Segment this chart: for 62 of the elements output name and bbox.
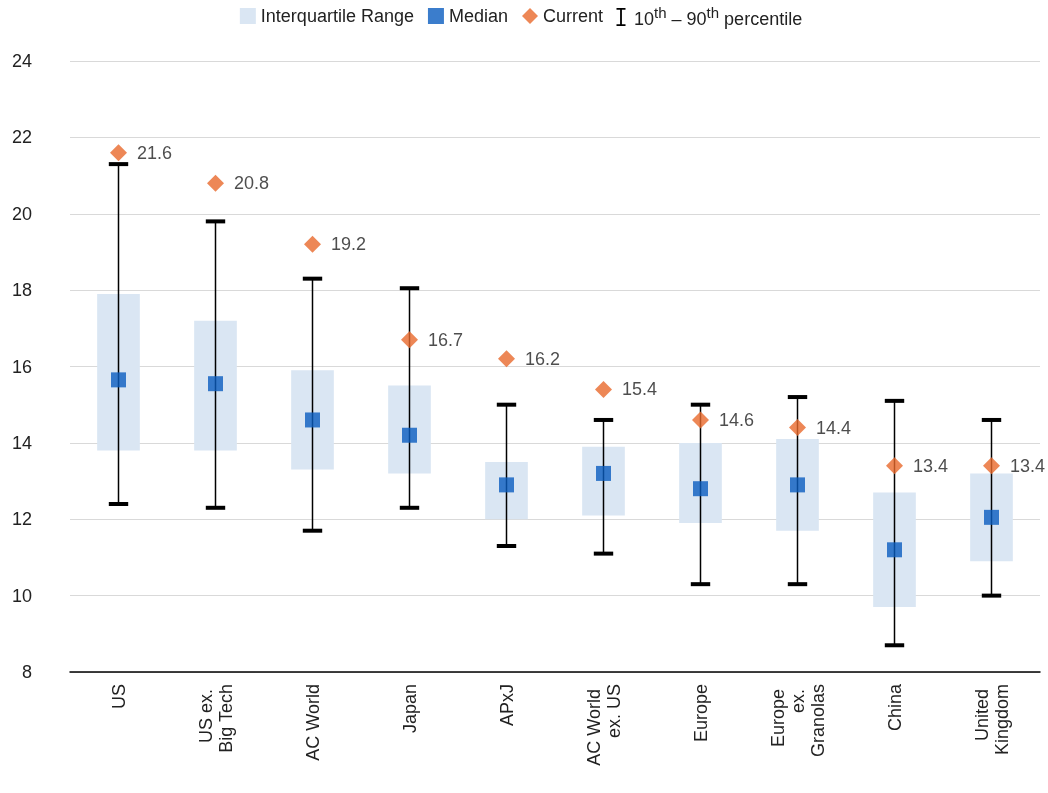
point <box>111 372 126 388</box>
point <box>693 481 708 497</box>
data-label: 13.4 <box>1010 455 1046 476</box>
y-tick-label: 10 <box>11 585 32 606</box>
y-tick-label: 18 <box>11 280 32 301</box>
legend-label: Interquartile Range <box>260 6 414 26</box>
point <box>790 477 805 493</box>
bar <box>291 370 334 470</box>
y-tick-label: 8 <box>21 662 32 682</box>
bar <box>970 473 1013 562</box>
x-tick-label: Europe <box>690 684 711 743</box>
data-label: 16.7 <box>428 329 464 350</box>
y-tick-label: 12 <box>11 509 32 530</box>
point <box>402 427 417 443</box>
x-tick-label: US <box>108 684 129 710</box>
y-tick-label: 14 <box>11 432 32 453</box>
point <box>304 235 321 253</box>
data-label: 13.4 <box>913 455 949 476</box>
bar <box>873 492 916 608</box>
point <box>789 419 806 437</box>
bar <box>97 293 140 451</box>
y-tick-label: 24 <box>11 51 32 71</box>
point <box>110 144 127 162</box>
data-label: 20.8 <box>234 173 270 194</box>
y-tick-label: 20 <box>11 203 32 224</box>
data-label: 16.2 <box>525 348 561 369</box>
point <box>983 457 1000 475</box>
bar <box>582 446 625 516</box>
x-tick-label: APxJ <box>496 684 517 727</box>
point <box>208 376 223 392</box>
bar <box>388 385 431 474</box>
data-label: 21.6 <box>137 142 173 163</box>
y-tick-label: 16 <box>11 356 32 377</box>
bar <box>485 461 528 520</box>
point <box>596 465 611 481</box>
point <box>887 542 902 558</box>
x-tick-label: United Kingdom <box>971 684 1012 756</box>
x-tick-label: AC World ex. US <box>583 684 624 766</box>
data-label: 14.4 <box>816 417 852 438</box>
x-tick-label: China <box>884 683 905 732</box>
point <box>305 412 320 428</box>
x-tick-label: US ex. Big Tech <box>195 684 236 753</box>
bar <box>194 320 237 451</box>
text: 10$^{th}$ – 90$^{th}$ percentile <box>634 4 803 30</box>
bar <box>679 442 722 524</box>
y-tick-label: 22 <box>11 127 32 148</box>
x-tick-label: Japan <box>399 684 420 734</box>
point <box>498 350 515 368</box>
data-label: 15.4 <box>622 379 658 400</box>
point <box>595 380 612 398</box>
point <box>207 174 224 192</box>
point <box>692 411 709 429</box>
data-label: 14.6 <box>719 409 755 430</box>
point <box>984 509 999 525</box>
bar <box>776 439 819 531</box>
data-label: 19.2 <box>331 234 367 255</box>
legend-label: Median <box>448 6 508 26</box>
x-tick-label: Europe ex. Granolas <box>767 684 828 758</box>
point <box>401 331 418 349</box>
legend-label: Current <box>542 6 604 26</box>
point <box>886 457 903 475</box>
x-tick-label: AC World <box>302 684 323 761</box>
